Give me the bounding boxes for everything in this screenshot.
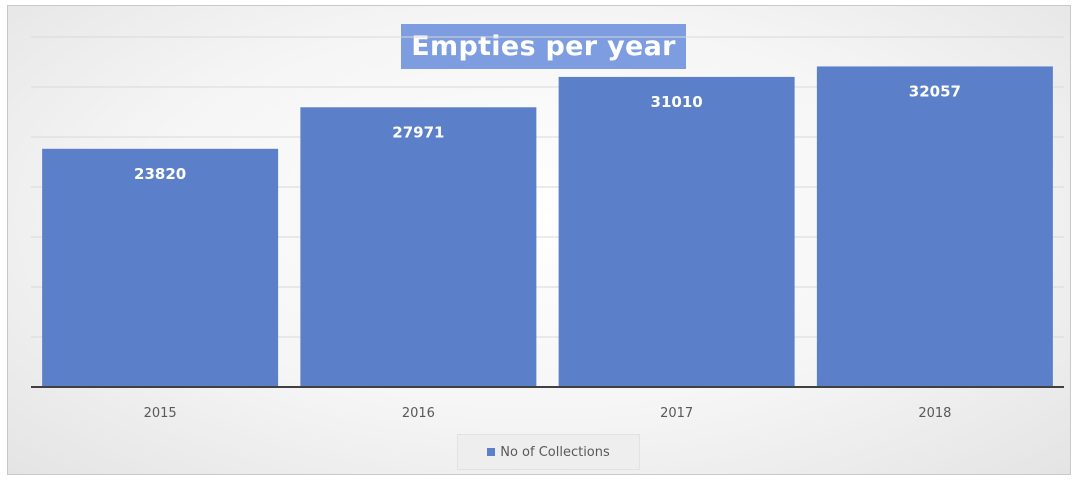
bar-2018 (816, 66, 1053, 388)
bars (42, 66, 1053, 388)
x-tick-label-2016: 2016 (402, 406, 435, 421)
x-tick-label-2017: 2017 (660, 406, 693, 421)
data-label-2015: 23820 (134, 165, 186, 183)
x-axis: 2015 2016 2017 2018 (31, 386, 1064, 421)
data-label-2018: 32057 (909, 82, 961, 100)
legend-label: No of Collections (500, 444, 610, 460)
legend-swatch (487, 448, 496, 456)
data-labels: 23820 27971 31010 32057 (134, 82, 961, 182)
data-label-2017: 31010 (651, 93, 703, 111)
chart-title: Empties per year (411, 31, 676, 62)
bar-2016 (300, 107, 537, 387)
bar-2015 (42, 148, 279, 387)
legend: No of Collections (457, 434, 640, 470)
x-tick-label-2015: 2015 (144, 406, 177, 421)
bar-2017 (558, 76, 795, 388)
x-tick-label-2018: 2018 (918, 406, 951, 421)
data-label-2016: 27971 (392, 123, 444, 141)
chart-title-box: Empties per year (401, 24, 686, 69)
